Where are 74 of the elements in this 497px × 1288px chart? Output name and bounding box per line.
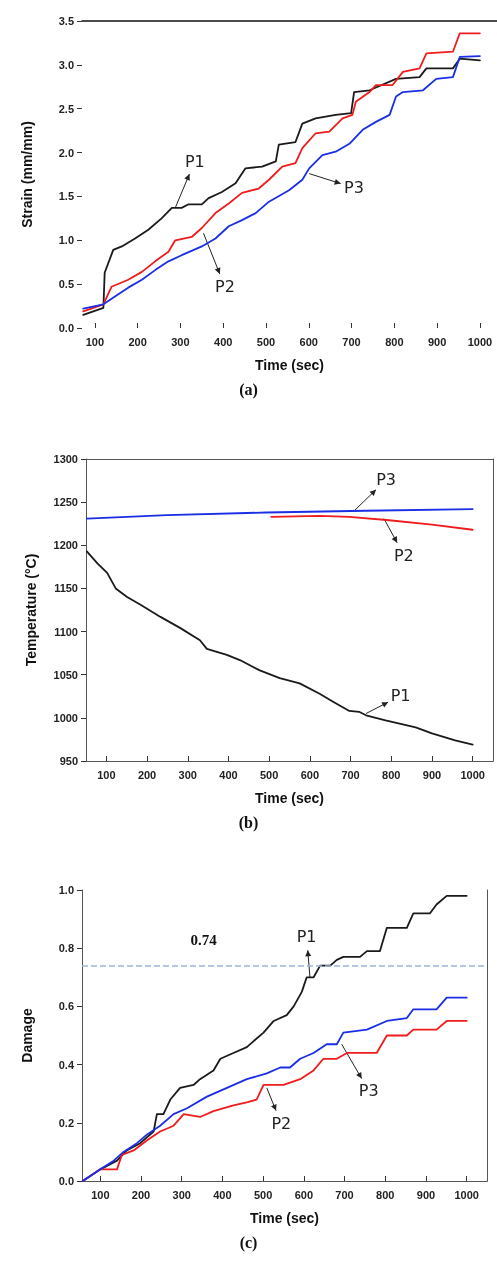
- y-tick-label: 0.5: [58, 278, 74, 291]
- x-tick-label: 1000: [454, 1188, 479, 1201]
- x-tick-label: 300: [171, 335, 190, 348]
- y-tick-label: 1000: [53, 711, 78, 724]
- x-tick-label: 900: [422, 768, 442, 781]
- y-tick-label: 0.2: [58, 1116, 74, 1129]
- x-axis-title: Time (sec): [255, 790, 324, 806]
- x-tick-label: 800: [376, 1188, 395, 1201]
- x-tick-label: 100: [91, 1188, 110, 1201]
- y-tick-label: 1.0: [58, 234, 74, 247]
- annotation: P2: [215, 277, 235, 297]
- x-tick-label: 500: [259, 768, 279, 781]
- y-tick-label: 1150: [54, 582, 78, 595]
- annotation: P1: [390, 686, 411, 706]
- y-tick-label: 3.5: [58, 15, 74, 27]
- y-tick-label: 0.0: [58, 1175, 74, 1187]
- line-series: [85, 550, 474, 746]
- x-tick-label: 800: [385, 335, 404, 348]
- x-tick-label: 200: [131, 1188, 151, 1201]
- y-axis-title: Temperature (°C): [23, 553, 39, 667]
- x-tick-label: 900: [427, 335, 447, 348]
- annotation: P3: [344, 178, 364, 198]
- x-tick-label: 900: [416, 1188, 436, 1201]
- x-axis-title: Time (sec): [255, 357, 324, 373]
- x-tick-label: 400: [219, 768, 238, 781]
- x-tick-label: 600: [299, 335, 318, 348]
- y-tick-label: 1300: [53, 453, 78, 465]
- y-tick-label: 950: [59, 755, 78, 767]
- annotation: P3: [376, 470, 396, 490]
- x-tick-label: 600: [300, 768, 320, 781]
- annotation: P3: [358, 1081, 379, 1101]
- y-tick-label: 1.0: [58, 884, 74, 896]
- y-tick-label: 2.5: [58, 102, 74, 115]
- x-tick-label: 100: [85, 335, 105, 348]
- y-axis-title: Strain (mm/mm): [19, 121, 35, 228]
- line-series: [270, 515, 474, 531]
- x-axis-title: Time (sec): [250, 1210, 319, 1226]
- annotation: P1: [296, 926, 317, 946]
- line-series: [85, 508, 474, 520]
- x-tick-label: 1000: [467, 335, 493, 348]
- text: (c): [239, 1233, 258, 1252]
- annotation: P2: [271, 1114, 292, 1134]
- y-tick-label: 0.6: [58, 1000, 74, 1013]
- x-tick-label: 700: [341, 768, 360, 781]
- text: (a): [239, 380, 258, 399]
- y-tick-label: 1250: [53, 496, 78, 509]
- x-tick-label: 700: [335, 1188, 354, 1201]
- x-tick-label: 500: [253, 1188, 273, 1201]
- text: (b): [238, 813, 259, 832]
- y-tick-label: 0.0: [58, 322, 74, 334]
- x-tick-label: 300: [178, 768, 197, 781]
- x-tick-label: 800: [382, 768, 401, 781]
- x-tick-label: 200: [137, 768, 157, 781]
- x-tick-label: 700: [342, 335, 361, 348]
- y-tick-label: 2.0: [58, 146, 74, 159]
- y-tick-label: 1200: [53, 539, 78, 552]
- x-tick-label: 1000: [460, 768, 485, 781]
- y-tick-label: 0.4: [58, 1058, 75, 1071]
- annotation: P2: [393, 545, 414, 565]
- y-tick-label: 1100: [54, 625, 78, 638]
- y-axis-title: Damage: [19, 1008, 35, 1063]
- y-tick-label: 0.8: [58, 942, 74, 955]
- ref-line-label: 0.74: [190, 931, 218, 948]
- y-tick-label: 1.5: [58, 190, 74, 203]
- y-tick-label: 3.0: [58, 58, 74, 71]
- y-tick-label: 1050: [53, 668, 78, 681]
- x-tick-label: 300: [172, 1188, 191, 1201]
- x-tick-label: 400: [213, 1188, 232, 1201]
- x-tick-label: 400: [214, 335, 233, 348]
- x-tick-label: 500: [256, 335, 276, 348]
- x-tick-label: 100: [97, 768, 116, 781]
- x-tick-label: 600: [294, 1188, 314, 1201]
- annotation: P1: [184, 151, 205, 171]
- x-tick-label: 200: [128, 335, 147, 348]
